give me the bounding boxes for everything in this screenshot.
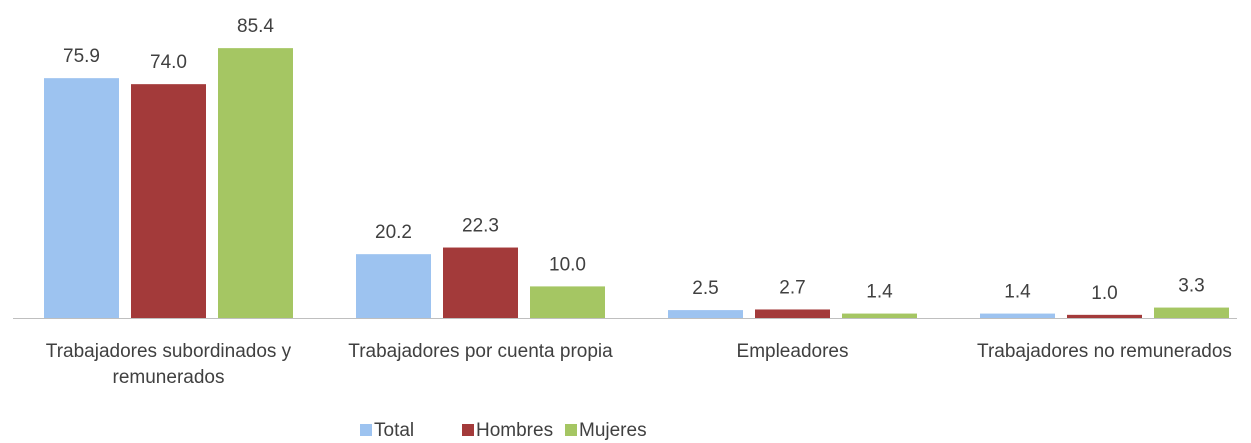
data-label: 22.3 — [462, 216, 499, 237]
legend-label: Mujeres — [579, 420, 647, 441]
data-label: 10.0 — [549, 254, 586, 275]
data-label: 1.4 — [1004, 282, 1031, 303]
data-label: 74.0 — [150, 52, 187, 73]
legend-swatch — [462, 424, 474, 436]
data-label: 75.9 — [63, 46, 100, 67]
bar — [530, 286, 605, 318]
bar — [980, 313, 1055, 318]
bar — [44, 78, 119, 318]
x-tick-label: Trabajadores por cuenta propia — [348, 341, 613, 362]
bar — [755, 309, 830, 318]
data-label: 1.4 — [866, 282, 893, 303]
bar — [1154, 307, 1229, 318]
x-tick-label: Trabajadores subordinados y remunerados — [45, 341, 292, 388]
bar — [356, 254, 431, 318]
data-label: 3.3 — [1178, 276, 1204, 297]
x-tick-label: Empleadores — [736, 341, 849, 362]
bar — [131, 84, 206, 318]
bar — [218, 48, 293, 319]
bar — [1067, 314, 1142, 318]
legend-swatch — [360, 424, 372, 436]
data-label: 2.5 — [692, 278, 718, 299]
legend-label: Total — [374, 420, 414, 441]
data-label: 2.7 — [779, 277, 805, 298]
bar — [842, 313, 917, 318]
x-tick-label: Trabajadores no remunerados — [977, 341, 1232, 362]
bar — [668, 310, 743, 318]
bar — [443, 247, 518, 318]
data-label: 20.2 — [375, 222, 412, 243]
legend-swatch — [565, 424, 577, 436]
legend-label: Hombres — [476, 420, 553, 441]
data-label: 1.0 — [1091, 283, 1117, 304]
data-label: 85.4 — [237, 16, 274, 37]
